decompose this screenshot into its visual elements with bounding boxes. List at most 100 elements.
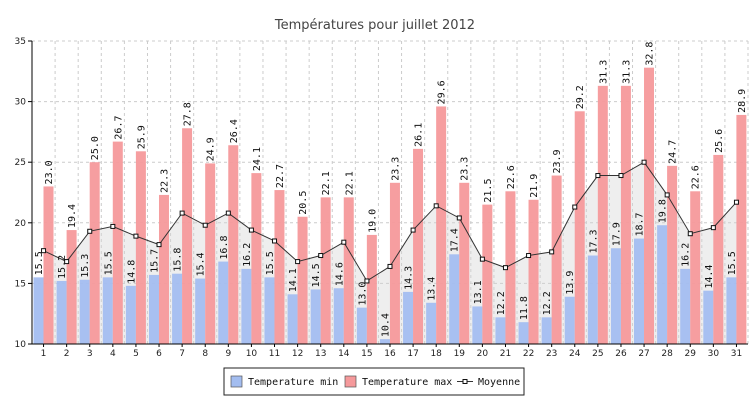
data-label-min: 13.0 xyxy=(357,282,368,306)
average-marker xyxy=(364,278,370,284)
average-marker xyxy=(502,265,508,271)
bar-min xyxy=(264,277,275,344)
bar-max xyxy=(505,191,516,344)
average-marker xyxy=(664,192,670,198)
data-label-min: 15.8 xyxy=(173,248,184,272)
x-tick-label: 22 xyxy=(523,349,534,359)
data-label-max: 24.9 xyxy=(206,137,217,161)
x-tick-label: 7 xyxy=(179,349,185,359)
data-label-max: 23.0 xyxy=(44,160,55,184)
bar-min xyxy=(403,291,414,344)
legend-label-moyenne: Moyenne xyxy=(478,377,520,388)
x-tick-label: 31 xyxy=(731,349,742,359)
data-label-min: 15.7 xyxy=(149,249,160,273)
bar-min xyxy=(79,279,90,344)
x-tick-label: 8 xyxy=(202,349,208,359)
average-marker xyxy=(110,223,116,229)
data-label-max: 19.4 xyxy=(67,204,78,228)
bar-min xyxy=(541,317,552,344)
y-tick-label: 35 xyxy=(15,37,26,47)
legend-swatch-min xyxy=(230,375,243,388)
data-label-min: 14.1 xyxy=(288,268,299,292)
bar-min xyxy=(33,277,44,344)
bar-max xyxy=(43,186,54,344)
data-label-min: 15.5 xyxy=(727,251,738,275)
x-tick-label: 28 xyxy=(661,349,673,359)
legend-box xyxy=(223,367,525,396)
data-label-max: 31.3 xyxy=(621,60,632,84)
bar-max xyxy=(459,182,470,344)
data-label-min: 17.4 xyxy=(450,228,461,252)
bar-max xyxy=(274,190,285,344)
x-tick-label: 1 xyxy=(41,349,47,359)
data-label-max: 21.5 xyxy=(483,179,494,203)
average-marker xyxy=(87,228,93,234)
x-tick-label: 11 xyxy=(269,349,280,359)
bar-min xyxy=(310,289,321,344)
chart-title: Températures pour juillet 2012 xyxy=(274,18,475,33)
average-marker xyxy=(733,199,739,205)
bar-min xyxy=(495,317,506,344)
bar-min xyxy=(610,248,621,344)
average-marker xyxy=(456,215,462,221)
data-label-min: 14.5 xyxy=(311,263,322,287)
data-label-max: 20.5 xyxy=(298,191,309,215)
x-tick-label: 17 xyxy=(407,349,418,359)
bar-max xyxy=(597,85,608,345)
average-marker xyxy=(225,210,231,216)
bar-max xyxy=(89,162,100,344)
x-tick-label: 27 xyxy=(638,349,649,359)
data-label-min: 15.5 xyxy=(34,251,45,275)
bar-max xyxy=(251,173,262,344)
bar-min xyxy=(102,277,113,344)
data-label-max: 27.8 xyxy=(183,102,194,126)
legend-label-max: Temperature max xyxy=(362,377,452,388)
average-marker xyxy=(179,210,185,216)
bar-max xyxy=(112,141,123,344)
data-label-min: 13.9 xyxy=(565,271,576,295)
x-tick-label: 30 xyxy=(708,349,720,359)
average-marker xyxy=(687,231,693,237)
average-area-fill xyxy=(43,162,737,344)
data-label-max: 26.4 xyxy=(229,119,240,143)
data-label-min: 12.2 xyxy=(496,291,507,315)
bar-max xyxy=(205,163,216,344)
bar-min xyxy=(356,307,367,344)
bar-max xyxy=(482,204,493,344)
average-marker xyxy=(295,259,301,265)
bar-min xyxy=(148,274,159,344)
data-label-max: 22.1 xyxy=(344,171,355,195)
average-marker xyxy=(479,256,485,262)
bar-max xyxy=(158,194,169,344)
x-tick-label: 18 xyxy=(430,349,442,359)
bars xyxy=(33,67,747,345)
average-area xyxy=(43,162,737,344)
bar-min xyxy=(56,280,67,344)
y-tick-label: 20 xyxy=(15,219,27,229)
average-marker xyxy=(202,222,208,228)
data-labels: 15.5 23.0 15.2 19.4 15.3 25.0 15.5 26.7 14.8 25.9… xyxy=(34,42,748,338)
x-tick-label: 5 xyxy=(133,349,139,359)
y-tick-label: 25 xyxy=(15,158,26,168)
bar-max xyxy=(528,199,539,344)
data-label-max: 25.9 xyxy=(136,125,147,149)
x-tick-label: 23 xyxy=(546,349,557,359)
average-marker xyxy=(387,263,393,269)
data-label-max: 22.1 xyxy=(321,171,332,195)
x-tick-label: 24 xyxy=(569,349,581,359)
legend-swatch-max xyxy=(344,375,357,388)
bar-min xyxy=(287,294,298,344)
x-tick-label: 6 xyxy=(156,349,162,359)
x-tick-label: 12 xyxy=(292,349,303,359)
data-label-min: 16.2 xyxy=(681,243,692,267)
x-tick-label: 21 xyxy=(500,349,511,359)
data-label-min: 13.1 xyxy=(473,280,484,304)
bar-max xyxy=(713,154,724,344)
bar-min xyxy=(379,339,390,344)
data-label-min: 15.5 xyxy=(265,251,276,275)
average-marker xyxy=(64,259,70,265)
x-tick-label: 29 xyxy=(685,349,697,359)
average-line xyxy=(41,159,739,284)
bar-max xyxy=(436,106,447,344)
data-label-min: 12.2 xyxy=(542,291,553,315)
